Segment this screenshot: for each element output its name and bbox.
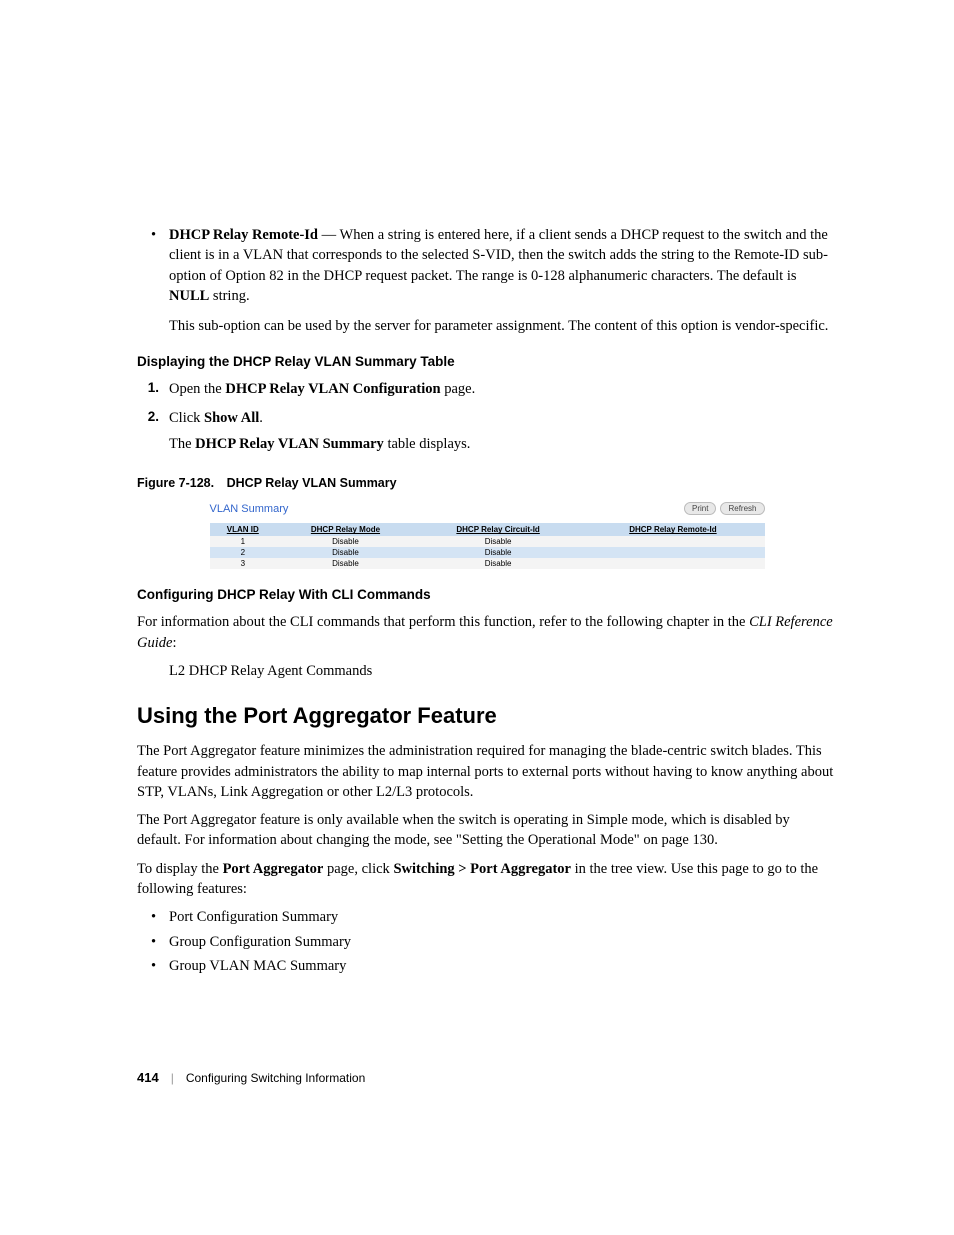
feature-item: • Group Configuration Summary [137,932,837,952]
bullet-text: DHCP Relay Remote-Id — When a string is … [169,225,837,336]
col-remote-id: DHCP Relay Remote-Id [581,523,764,536]
cell: 2 [210,547,277,558]
pa3b: Port Aggregator [223,861,324,877]
bullet-remote-id: • DHCP Relay Remote-Id — When a string i… [137,225,837,336]
pa3c: page, click [323,861,393,877]
col-relay-mode: DHCP Relay Mode [276,523,415,536]
cell: 1 [210,536,277,547]
vlan-summary-table: VLAN ID DHCP Relay Mode DHCP Relay Circu… [210,523,765,569]
cell: 3 [210,558,277,569]
feature-label: Port Configuration Summary [169,907,837,927]
cli-p1a: For information about the CLI commands t… [137,614,749,630]
step-1-c: page. [441,381,476,397]
figure-caption: Figure 7-128. DHCP Relay VLAN Summary [137,476,837,490]
table-row: 2 Disable Disable [210,547,765,558]
heading-cli: Configuring DHCP Relay With CLI Commands [137,587,837,602]
step-2-action: Show All [204,410,259,426]
col-circuit-id: DHCP Relay Circuit-Id [415,523,582,536]
bullet-marker: • [137,956,169,976]
cli-intro: For information about the CLI commands t… [137,612,837,653]
cell: Disable [276,547,415,558]
cell: Disable [415,536,582,547]
cell [581,558,764,569]
bullet-marker: • [137,907,169,927]
cell: Disable [415,547,582,558]
pa-para-3: To display the Port Aggregator page, cli… [137,859,837,900]
step-num: 2. [137,408,169,455]
col-vlan-id: VLAN ID [210,523,277,536]
cell [581,536,764,547]
step-1-a: Open the [169,381,225,397]
cli-ref: L2 DHCP Relay Agent Commands [169,661,837,681]
feature-item: • Port Configuration Summary [137,907,837,927]
heading-port-aggregator: Using the Port Aggregator Feature [137,703,837,729]
step-num: 1. [137,379,169,399]
panel-title: VLAN Summary [210,503,289,515]
step-2-a: Click [169,410,204,426]
panel-header: VLAN Summary Print Refresh [210,502,765,515]
page-content: • DHCP Relay Remote-Id — When a string i… [0,0,954,1040]
page-footer: 414 | Configuring Switching Information [137,1070,365,1085]
term-label: DHCP Relay Remote-Id [169,227,318,243]
term-tail: string. [209,288,249,304]
cell: Disable [415,558,582,569]
vlan-summary-panel: VLAN Summary Print Refresh VLAN ID DHCP … [210,502,765,569]
refresh-button[interactable]: Refresh [720,502,764,515]
bullet-marker: • [137,225,169,336]
heading-display-summary: Displaying the DHCP Relay VLAN Summary T… [137,354,837,369]
step-2-d: The [169,436,195,452]
cell: Disable [276,558,415,569]
step-2-table: DHCP Relay VLAN Summary [195,436,384,452]
null-word: NULL [169,288,209,304]
table-row: 1 Disable Disable [210,536,765,547]
cli-p1b: : [172,635,176,651]
step-1-page: DHCP Relay VLAN Configuration [225,381,440,397]
page-number: 414 [137,1070,159,1085]
cell [581,547,764,558]
step-2-c: . [259,410,263,426]
footer-separator: | [171,1071,174,1085]
feature-label: Group Configuration Summary [169,932,837,952]
pa-para-1: The Port Aggregator feature minimizes th… [137,741,837,802]
bullet-marker: • [137,932,169,952]
sub-note: This sub-option can be used by the serve… [169,316,837,336]
step-2: 2. Click Show All. The DHCP Relay VLAN S… [137,408,837,455]
pa-para-2: The Port Aggregator feature is only avai… [137,810,837,851]
feature-label: Group VLAN MAC Summary [169,956,837,976]
pa3d: Switching > Port Aggregator [393,861,571,877]
step-1: 1. Open the DHCP Relay VLAN Configuratio… [137,379,837,399]
cell: Disable [276,536,415,547]
feature-item: • Group VLAN MAC Summary [137,956,837,976]
table-row: 3 Disable Disable [210,558,765,569]
pa3a: To display the [137,861,223,877]
print-button[interactable]: Print [684,502,716,515]
chapter-title: Configuring Switching Information [186,1071,365,1085]
table-header-row: VLAN ID DHCP Relay Mode DHCP Relay Circu… [210,523,765,536]
step-2-f: table displays. [384,436,471,452]
